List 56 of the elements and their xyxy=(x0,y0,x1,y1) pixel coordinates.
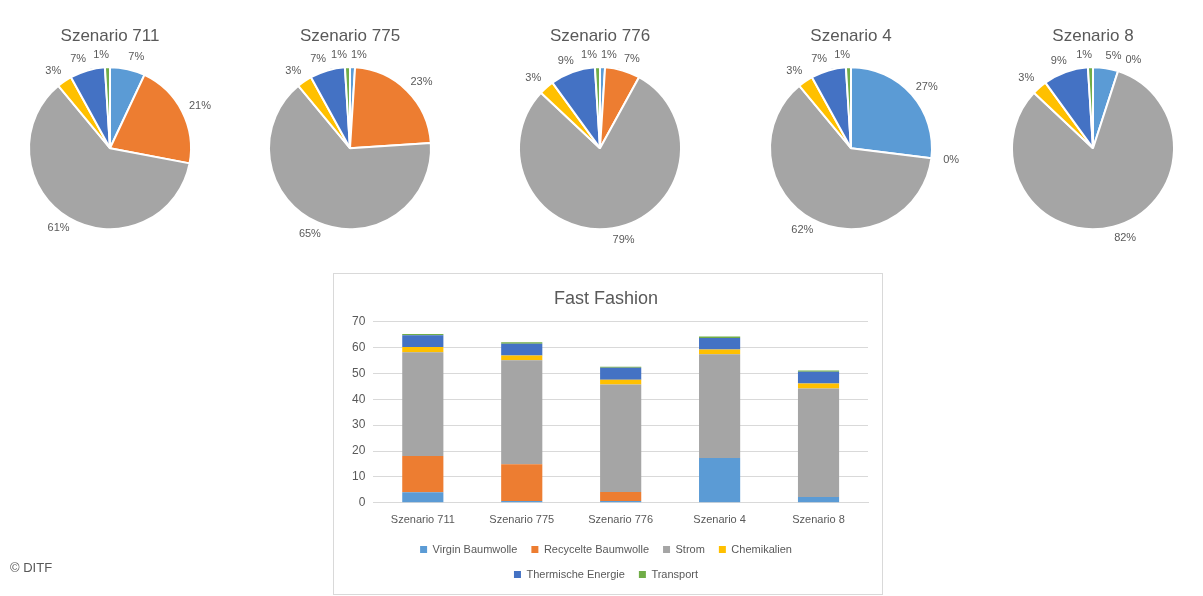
y-tick-label: 50 xyxy=(351,365,366,380)
data-label: 65% xyxy=(298,226,322,239)
chart-title: Szenario 775 xyxy=(299,25,401,45)
data-label: 21% xyxy=(188,99,212,112)
data-label: 61% xyxy=(47,221,70,234)
y-tick-label: 40 xyxy=(351,391,366,406)
data-label: 3% xyxy=(1018,71,1035,84)
data-label: 7% xyxy=(310,51,327,64)
data-label: 1% xyxy=(93,48,110,61)
data-label: 79% xyxy=(612,233,635,246)
data-label: 3% xyxy=(525,71,542,84)
data-label: 1% xyxy=(1076,48,1093,61)
data-label: 82% xyxy=(1114,231,1137,244)
data-label: 1% xyxy=(581,48,598,61)
x-tick-label: Szenario 776 xyxy=(588,513,654,526)
y-tick-label: 70 xyxy=(351,313,366,328)
data-label: 7% xyxy=(70,51,87,64)
y-tick-label: 30 xyxy=(351,417,366,432)
legend-label: Virgin Baumwolle xyxy=(432,542,518,555)
chart-title: Szenario 8 xyxy=(1052,25,1134,45)
data-label: 7% xyxy=(128,50,145,63)
text: 0% xyxy=(943,152,960,165)
data-label: 27% xyxy=(915,79,938,92)
y-tick-label: 60 xyxy=(351,339,366,354)
data-label: 7% xyxy=(811,51,828,64)
x-tick-label: Szenario 711 xyxy=(390,513,455,526)
chart-title: Szenario 776 xyxy=(549,25,651,45)
chart-title: Fast Fashion xyxy=(553,287,659,308)
chart-title: Szenario 4 xyxy=(810,25,892,45)
data-label: 1% xyxy=(834,48,851,61)
legend-label: Thermische Energie xyxy=(526,567,625,580)
legend-label: Chemikalien xyxy=(731,542,792,555)
data-label: 9% xyxy=(557,53,574,66)
data-label: 5% xyxy=(1105,49,1122,62)
x-tick-label: Szenario 8 xyxy=(792,513,845,526)
data-label: 9% xyxy=(1050,53,1067,66)
data-label: 3% xyxy=(45,64,62,77)
data-label: 62% xyxy=(791,222,814,235)
data-label: 1% xyxy=(331,48,348,61)
x-tick-label: Szenario 4 xyxy=(693,513,746,526)
data-label: 1% xyxy=(600,48,618,61)
y-tick-label: 0 xyxy=(358,495,366,510)
chart-title: Szenario 711 xyxy=(60,25,160,45)
data-label: 7% xyxy=(623,51,641,64)
data-label: 3% xyxy=(285,64,302,77)
data-label: 3% xyxy=(786,64,803,77)
data-label: 1% xyxy=(350,48,368,61)
data-label: 23% xyxy=(410,75,433,88)
y-tick-label: 20 xyxy=(351,443,366,458)
legend-label: Transport xyxy=(651,567,699,580)
x-tick-label: Szenario 775 xyxy=(489,513,555,526)
text: 0% xyxy=(1125,52,1142,65)
legend-label: Recycelte Baumwolle xyxy=(543,542,650,555)
y-tick-label: 10 xyxy=(351,469,366,484)
legend-label: Strom xyxy=(675,542,705,555)
text: © DITF xyxy=(10,560,53,575)
